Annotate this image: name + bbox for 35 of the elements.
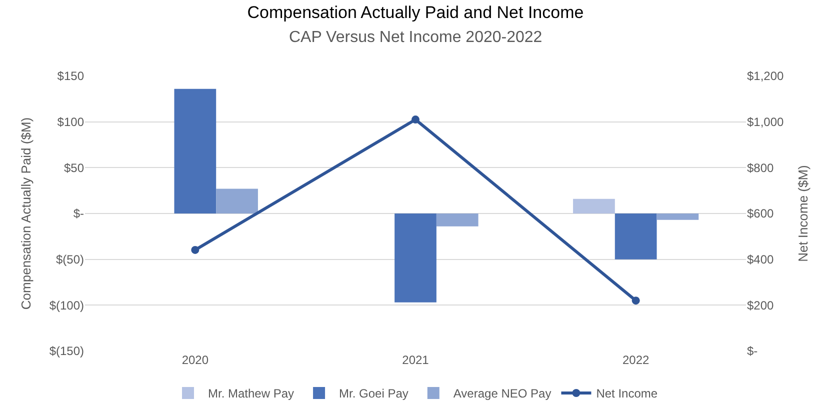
y-tick-label: $(150) (49, 344, 84, 358)
legend-label: Mr. Goei Pay (339, 386, 408, 401)
bar (573, 198, 615, 214)
bar (656, 214, 699, 220)
y-tick-label: $100 (57, 115, 84, 130)
y2-tick-label: $800 (747, 160, 774, 175)
bar (436, 214, 478, 226)
y2-tick-label: $- (747, 344, 758, 358)
y-tick-label: $150 (57, 69, 84, 84)
x-tick-label: 2020 (182, 353, 209, 367)
x-tick-label: 2021 (402, 353, 430, 367)
y-axis-title: Compensation Actually Paid ($M) (18, 117, 34, 310)
bar (394, 214, 436, 302)
y2-tick-label: $1,000 (747, 115, 784, 130)
chart-subtitle: CAP Versus Net Income 2020-2022 (289, 29, 542, 46)
y-tick-label: $(50) (56, 252, 84, 267)
bar (174, 88, 216, 214)
bar (216, 188, 258, 214)
point (632, 296, 640, 305)
y2-tick-label: $600 (747, 206, 774, 221)
y-tick-label: $50 (64, 160, 84, 175)
legend-label: Average NEO Pay (453, 386, 552, 401)
chart-title: Compensation Actually Paid and Net Income (247, 3, 584, 22)
y2-axis-title: Net Income ($M) (796, 165, 811, 262)
y2-tick-label: $400 (747, 252, 774, 267)
legend-label: Net Income (596, 386, 658, 401)
y-tick-label: $- (73, 206, 84, 221)
y2-tick-label: $200 (747, 298, 774, 312)
point (191, 246, 200, 254)
y2-tick-label: $1,200 (747, 69, 784, 84)
legend-label: Mr. Mathew Pay (208, 386, 294, 401)
point (412, 116, 420, 124)
y-tick-label: $(100) (49, 298, 84, 312)
x-tick-label: 2022 (622, 353, 650, 367)
bar (614, 214, 657, 260)
